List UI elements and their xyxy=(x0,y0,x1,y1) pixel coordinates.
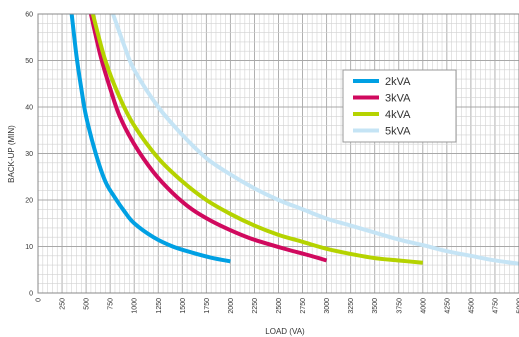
x-tick-label: 500 xyxy=(84,298,91,310)
series-line-3kva xyxy=(88,13,328,263)
x-tick-label: 1500 xyxy=(180,298,187,314)
x-axis-title: LOAD (VA) xyxy=(265,327,305,336)
series-line-5kva xyxy=(111,13,519,266)
legend-label: 2kVA xyxy=(385,76,411,88)
x-tick-label: 4500 xyxy=(468,298,475,314)
y-tick-label: 0 xyxy=(29,291,33,298)
x-tick-label: 3750 xyxy=(396,298,403,314)
x-tick-label: 3250 xyxy=(348,298,355,314)
y-tick-label: 20 xyxy=(25,198,33,205)
x-tick-label: 2250 xyxy=(252,298,259,314)
x-tick-label: 2750 xyxy=(300,298,307,314)
x-tick-label: 3500 xyxy=(372,298,379,314)
legend-label: 5kVA xyxy=(385,126,411,138)
x-tick-label: 3000 xyxy=(324,298,331,314)
series-group xyxy=(69,13,519,266)
x-tick-label: 250 xyxy=(60,298,67,310)
y-tick-label: 10 xyxy=(25,244,33,251)
y-tick-label: 40 xyxy=(25,105,33,112)
x-tick-label: 5000 xyxy=(517,298,519,314)
y-axis-title: BACK-UP (MIN) xyxy=(7,125,16,183)
x-tick-label: 1000 xyxy=(132,298,139,314)
x-tick-label: 1250 xyxy=(156,298,163,314)
y-tick-label: 30 xyxy=(25,151,33,158)
y-tick-label: 50 xyxy=(25,58,33,65)
x-tick-label: 2000 xyxy=(228,298,235,314)
x-tick-label: 4250 xyxy=(444,298,451,314)
legend-label: 3kVA xyxy=(385,93,411,105)
x-tick-label: 0 xyxy=(36,298,43,302)
x-tick-label: 2500 xyxy=(276,298,283,314)
series-line-4kva xyxy=(90,13,423,265)
x-tick-label: 750 xyxy=(108,298,115,310)
x-tick-label: 1750 xyxy=(204,298,211,314)
y-tick-label: 60 xyxy=(25,12,33,19)
x-tick-label: 4750 xyxy=(492,298,499,314)
plot-frame xyxy=(37,13,519,294)
legend-label: 4kVA xyxy=(385,109,411,121)
series-line-2kva xyxy=(69,13,231,264)
legend: 2kVA 3kVA 4kVA 5kVA xyxy=(342,69,457,143)
axes: 0 10 20 30 40 50 60 0 250 500 750 1000 1250 1500 1750 2… xyxy=(25,12,519,314)
x-tick-label: 4000 xyxy=(420,298,427,314)
